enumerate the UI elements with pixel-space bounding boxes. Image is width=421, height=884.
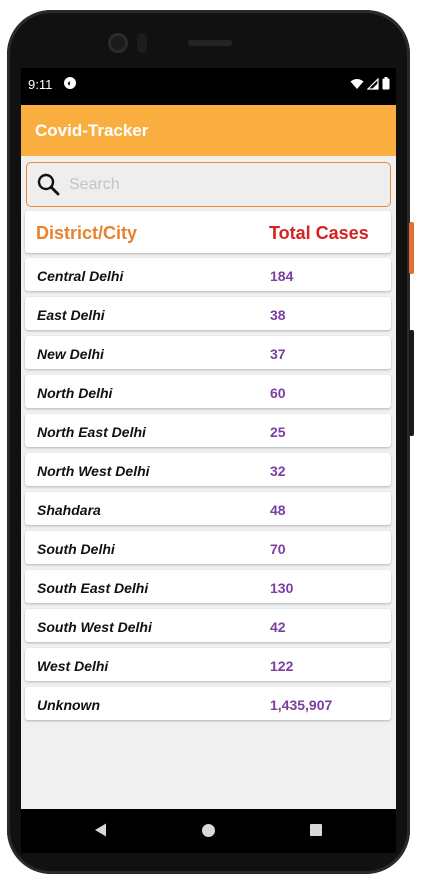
- sensor: [137, 33, 147, 53]
- district-name: South East Delhi: [37, 580, 149, 596]
- total-cases-value: 130: [270, 580, 294, 596]
- total-cases-value: 60: [270, 385, 286, 401]
- status-time: 9:11: [28, 77, 53, 92]
- district-name: North East Delhi: [37, 424, 146, 440]
- district-name: East Delhi: [37, 307, 105, 323]
- table-row[interactable]: North East Delhi 25: [25, 414, 391, 447]
- total-cases-value: 1,435,907: [270, 697, 333, 713]
- table-row[interactable]: Shahdara 48: [25, 492, 391, 525]
- status-icons: [350, 77, 390, 90]
- total-cases-value: 42: [270, 619, 286, 635]
- status-bar: 9:11 ◐: [21, 68, 396, 105]
- app-title: Covid-Tracker: [35, 121, 149, 140]
- table-row[interactable]: East Delhi 38: [25, 297, 391, 330]
- column-header-total: Total Cases: [269, 223, 369, 243]
- total-cases-value: 70: [270, 541, 286, 557]
- district-name: North West Delhi: [37, 463, 150, 479]
- table-row[interactable]: South Delhi 70: [25, 531, 391, 564]
- district-name: Central Delhi: [37, 268, 124, 284]
- battery-icon: [382, 77, 390, 90]
- wifi-icon: [350, 78, 364, 89]
- search-icon: [37, 173, 60, 196]
- app-notification-icon: ◐: [64, 77, 76, 89]
- power-button: [409, 222, 414, 274]
- search-bar[interactable]: [26, 162, 391, 207]
- district-name: West Delhi: [37, 658, 109, 674]
- district-name: New Delhi: [37, 346, 104, 362]
- total-cases-value: 48: [270, 502, 286, 518]
- screen: 9:11 ◐ Covid-Tracker District/City To: [21, 68, 396, 809]
- table-row[interactable]: North West Delhi 32: [25, 453, 391, 486]
- district-name: South Delhi: [37, 541, 115, 557]
- earpiece-speaker: [188, 40, 232, 46]
- total-cases-value: 184: [270, 268, 294, 284]
- total-cases-value: 37: [270, 346, 286, 362]
- navigation-bar: [21, 809, 396, 853]
- table-row[interactable]: New Delhi 37: [25, 336, 391, 369]
- table-header: District/City Total Cases: [25, 211, 391, 253]
- table-row[interactable]: South West Delhi 42: [25, 609, 391, 642]
- front-camera: [108, 33, 128, 53]
- district-list: Central Delhi 184 East Delhi 38 New Delhi 37 N…: [25, 258, 391, 726]
- table-row[interactable]: North Delhi 60: [25, 375, 391, 408]
- total-cases-value: 122: [270, 658, 294, 674]
- district-name: Shahdara: [37, 502, 101, 518]
- table-row[interactable]: South East Delhi 130: [25, 570, 391, 603]
- signal-icon: [367, 77, 379, 90]
- recents-icon[interactable]: [310, 824, 322, 836]
- table-row[interactable]: Central Delhi 184: [25, 258, 391, 291]
- home-icon[interactable]: [202, 824, 215, 837]
- total-cases-value: 38: [270, 307, 286, 323]
- total-cases-value: 32: [270, 463, 286, 479]
- column-header-district: District/City: [36, 223, 138, 243]
- search-input[interactable]: [67, 169, 371, 201]
- back-icon[interactable]: [94, 823, 107, 837]
- volume-button: [409, 330, 414, 436]
- total-cases-value: 25: [270, 424, 286, 440]
- table-row[interactable]: Unknown 1,435,907: [25, 687, 391, 720]
- district-name: Unknown: [37, 697, 100, 713]
- table-row[interactable]: West Delhi 122: [25, 648, 391, 681]
- district-name: South West Delhi: [37, 619, 152, 635]
- app-toolbar: Covid-Tracker: [21, 105, 396, 156]
- district-name: North Delhi: [37, 385, 113, 401]
